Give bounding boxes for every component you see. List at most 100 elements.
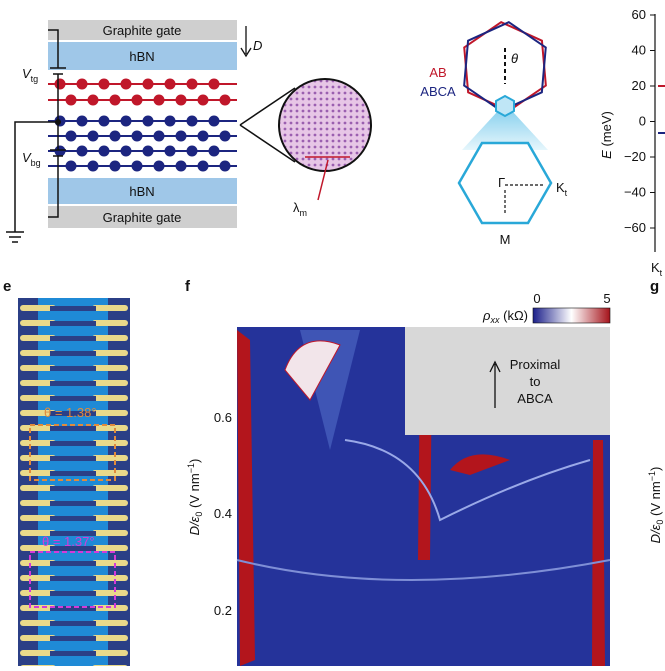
panel-label: f [185, 278, 191, 295]
contact [92, 320, 128, 326]
device-image: θ = 1.38° θ = 1.37° [18, 298, 130, 671]
atom [153, 130, 165, 142]
colorbar-tick: 5 [603, 291, 610, 306]
slot [50, 366, 96, 371]
contact [92, 485, 128, 491]
slot [50, 561, 96, 566]
atom [142, 145, 154, 157]
contact [92, 635, 128, 641]
contact [20, 305, 56, 311]
bz-panel: θ AB ABCA Γ Kt M [420, 21, 568, 247]
slot [50, 396, 96, 401]
atom [197, 160, 209, 172]
contact [20, 530, 56, 536]
atom [54, 78, 66, 90]
slot [50, 351, 96, 356]
atom [219, 94, 231, 106]
slot [50, 471, 96, 476]
slot [50, 531, 96, 536]
contact [92, 335, 128, 341]
field-label: D [253, 38, 262, 53]
slot [50, 321, 96, 326]
atom [164, 115, 176, 127]
map-feature [344, 439, 591, 522]
gamma-label: Γ [498, 175, 505, 190]
atom [131, 160, 143, 172]
y-tick-label: 0 [639, 114, 646, 129]
colorbar [532, 307, 611, 324]
map-feature [237, 330, 255, 666]
atom [164, 145, 176, 157]
circuit [6, 29, 66, 243]
contact [92, 500, 128, 506]
contact [92, 650, 128, 656]
moire-bz [457, 141, 553, 225]
atom [120, 115, 132, 127]
device-label: θ = 1.38° [44, 405, 97, 420]
atom [175, 130, 187, 142]
atom [109, 94, 121, 106]
ticks: 60 40 20 0 −20 −40 −60 [624, 7, 655, 235]
atom [197, 130, 209, 142]
contact [92, 515, 128, 521]
vbg-label: Vbg [22, 150, 41, 168]
atom [120, 145, 132, 157]
contact [20, 620, 56, 626]
vtg-label: Vtg [22, 66, 38, 84]
atom [175, 94, 187, 106]
atom [153, 160, 165, 172]
label: Graphite gate [103, 210, 182, 225]
contact [20, 515, 56, 521]
contact [20, 335, 56, 341]
colorbar-tick: 0 [533, 291, 540, 306]
atom [197, 94, 209, 106]
panel-label: g [650, 278, 659, 295]
contact [92, 545, 128, 551]
y-tick-label: 60 [632, 7, 646, 22]
y-label: D/ε0 (V nm−1) [186, 459, 204, 536]
label: Graphite gate [103, 23, 182, 38]
contact [20, 635, 56, 641]
atom [142, 115, 154, 127]
slot [50, 426, 96, 431]
label: hBN [129, 184, 154, 199]
slot [50, 606, 96, 611]
moire-marker [305, 156, 350, 201]
atom [131, 94, 143, 106]
contact [92, 410, 128, 416]
k-path [504, 184, 545, 215]
y-label: D/ε0 (V nm−1) [647, 467, 665, 544]
slot [50, 441, 96, 446]
contact [92, 305, 128, 311]
map-feature [284, 340, 341, 401]
y-tick-label: 40 [632, 43, 646, 58]
contact [20, 485, 56, 491]
y-tick-label: 20 [632, 78, 646, 93]
y-tick-label: 0.4 [214, 506, 232, 521]
colorbar-label: ρxx (kΩ) [482, 308, 528, 325]
atom [142, 78, 154, 90]
contact [92, 380, 128, 386]
contact [20, 380, 56, 386]
contact [92, 590, 128, 596]
legend-item: AB [429, 65, 446, 80]
device-box [29, 551, 116, 608]
atom [87, 130, 99, 142]
stack-panel: Graphite gate hBN hBN Graphite gate Vtg … [6, 20, 372, 243]
contact [20, 395, 56, 401]
top-hbn [48, 42, 237, 70]
x-label: Kt [651, 260, 663, 278]
atom [208, 115, 220, 127]
label: hBN [129, 49, 154, 64]
slot [50, 636, 96, 641]
zoom-lines [239, 87, 296, 163]
device-box [29, 424, 116, 481]
channel [38, 298, 108, 666]
atom [76, 78, 88, 90]
legend-item: ABCA [420, 84, 456, 99]
atom [109, 130, 121, 142]
atom [164, 78, 176, 90]
angle-label: θ [511, 51, 518, 66]
inset-text: Proximal [510, 357, 561, 372]
